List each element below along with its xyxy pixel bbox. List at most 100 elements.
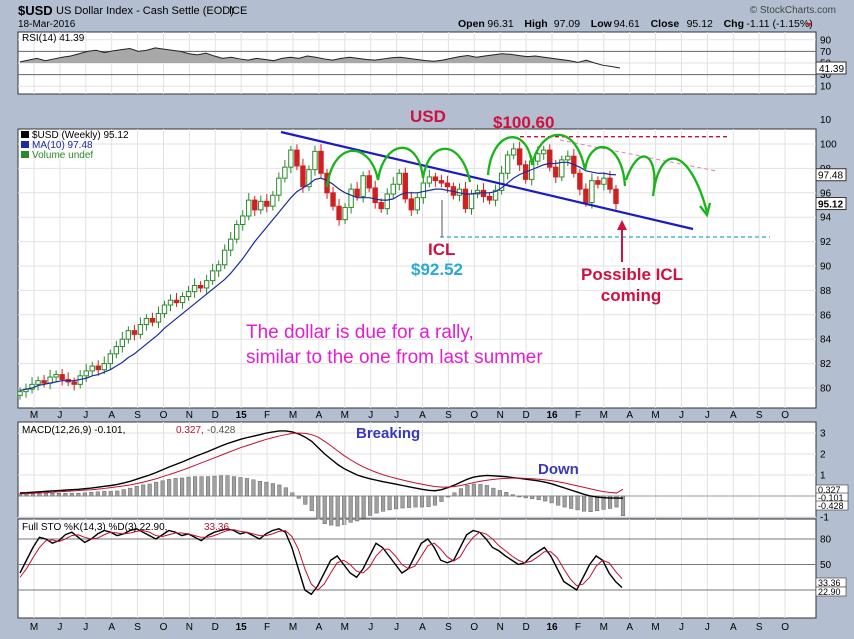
rsi-tick-label: 30 bbox=[820, 70, 832, 81]
macd-histogram-bar bbox=[134, 486, 139, 497]
x-tick-label: A bbox=[316, 622, 323, 633]
candle-body bbox=[221, 249, 228, 266]
macd-histogram-bar bbox=[342, 495, 347, 525]
legend-swatch bbox=[21, 141, 29, 148]
macd-histogram-bar bbox=[549, 495, 554, 504]
macd-badge-value: 0.327 bbox=[818, 485, 841, 495]
macd-histogram-bar bbox=[394, 495, 399, 510]
candle-body bbox=[504, 154, 511, 174]
sto-badge-value: 22.90 bbox=[818, 587, 841, 597]
macd-histogram-bar bbox=[186, 476, 191, 497]
x-axis-top: M J J A S O N D 15 F M A M J J A S O N D 16 F M A M J J A S O bbox=[30, 410, 789, 421]
ohlc-label-open: Open bbox=[458, 18, 485, 30]
x-tick-label: F bbox=[575, 622, 581, 633]
macd-histogram-bar bbox=[316, 495, 321, 520]
ohlc-value-close: 95.12 bbox=[687, 18, 713, 30]
macd-histogram-bar bbox=[69, 492, 74, 497]
candle-body bbox=[179, 296, 186, 304]
legend-swatch bbox=[21, 131, 29, 138]
macd-histogram-bar bbox=[30, 493, 36, 497]
x-tick-label: A bbox=[108, 410, 115, 421]
x-tick-label: O bbox=[470, 410, 478, 421]
x-tick-label: S bbox=[756, 410, 763, 421]
macd-histogram-bar bbox=[355, 495, 360, 522]
candle-body bbox=[360, 175, 366, 197]
macd-histogram-bar bbox=[400, 495, 405, 509]
icl-annotation: ICL bbox=[428, 240, 455, 259]
candle-body bbox=[486, 195, 493, 201]
possible-icl-line2: coming bbox=[601, 286, 661, 305]
candle-body bbox=[282, 166, 288, 179]
candle-body bbox=[372, 187, 378, 204]
candle-body bbox=[143, 317, 150, 326]
ohlc-value-open: 96.31 bbox=[487, 18, 513, 30]
price-badge bbox=[815, 168, 847, 182]
macd-histogram-bar bbox=[517, 495, 522, 498]
x-tick-label: M bbox=[600, 622, 608, 633]
candle-body bbox=[161, 304, 168, 315]
candle-body bbox=[553, 166, 559, 178]
candle-body bbox=[354, 188, 360, 197]
candle-body bbox=[342, 206, 348, 221]
macd-histogram-bar bbox=[199, 476, 204, 497]
candle-body bbox=[203, 280, 210, 289]
macd-histogram-bar bbox=[387, 495, 392, 511]
macd-histogram-bar bbox=[147, 483, 152, 497]
x-tick-label: A bbox=[626, 410, 633, 421]
macd-histogram-bar bbox=[458, 488, 463, 497]
candle-body bbox=[378, 202, 384, 210]
candle-body bbox=[89, 365, 95, 372]
ohlc-row: Open 96.31 High 97.09 Low 94.61 Close 95.12 Chg -… bbox=[458, 18, 813, 30]
macd-histogram-bar bbox=[497, 490, 502, 497]
macd-histogram-bar bbox=[322, 495, 327, 524]
macd-label: MACD(12,26,9) -0.101, bbox=[22, 425, 125, 436]
macd-hist-label: -0.428 bbox=[207, 425, 236, 436]
macd-histogram-bar bbox=[504, 492, 509, 497]
x-tick-label: M bbox=[289, 622, 297, 633]
upper-channel-line bbox=[559, 139, 717, 172]
x-tick-label: M bbox=[30, 410, 38, 421]
candle-body bbox=[167, 299, 174, 306]
x-tick-label: S bbox=[445, 622, 452, 633]
candle-body bbox=[312, 150, 318, 171]
candle-body bbox=[535, 153, 541, 162]
x-tick-label: D bbox=[212, 622, 219, 633]
sto-tick-label: 80 bbox=[820, 535, 832, 546]
x-tick-label: S bbox=[134, 622, 141, 633]
x-tick-label: J bbox=[679, 410, 684, 421]
macd-histogram-bar bbox=[556, 495, 561, 506]
candle-body bbox=[228, 238, 234, 251]
macd-tick-label: 2 bbox=[820, 450, 826, 461]
x-tick-label: M bbox=[341, 622, 349, 633]
candle-body bbox=[258, 200, 264, 211]
candle-body bbox=[234, 224, 240, 240]
sto-d-label: 33.36 bbox=[204, 522, 229, 533]
macd-histogram-bar bbox=[452, 492, 457, 497]
macd-histogram-bar bbox=[167, 479, 172, 497]
macd-histogram-bar bbox=[244, 478, 249, 497]
candle-body bbox=[276, 177, 282, 196]
ohlc-label-close: Close bbox=[651, 18, 680, 30]
x-tick-label: J bbox=[57, 622, 62, 633]
macd-histogram-bar bbox=[180, 477, 185, 497]
candle-body bbox=[541, 149, 547, 155]
x-tick-label: J bbox=[83, 410, 88, 421]
candle-body bbox=[215, 264, 222, 272]
chart-header: $USD US Dollar Index - Cash Settle (EOD)… bbox=[18, 3, 836, 30]
macd-histogram-bar bbox=[56, 492, 61, 497]
macd-histogram-bar bbox=[595, 495, 600, 512]
candle-body bbox=[131, 330, 138, 335]
macd-histogram-bar bbox=[465, 485, 470, 497]
macd-histogram-bar bbox=[478, 484, 483, 497]
ohlc-label-chg: Chg bbox=[724, 18, 744, 30]
candle-body bbox=[149, 317, 156, 323]
macd-histogram-bar bbox=[264, 481, 269, 497]
x-tick-label: J bbox=[368, 622, 373, 633]
x-tick-label: F bbox=[264, 622, 270, 633]
macd-histogram-bar bbox=[491, 487, 496, 497]
candle-body bbox=[462, 188, 469, 210]
macd-histogram-bar bbox=[193, 476, 198, 497]
projection-arcs bbox=[325, 133, 709, 213]
legend-swatch bbox=[21, 151, 29, 158]
